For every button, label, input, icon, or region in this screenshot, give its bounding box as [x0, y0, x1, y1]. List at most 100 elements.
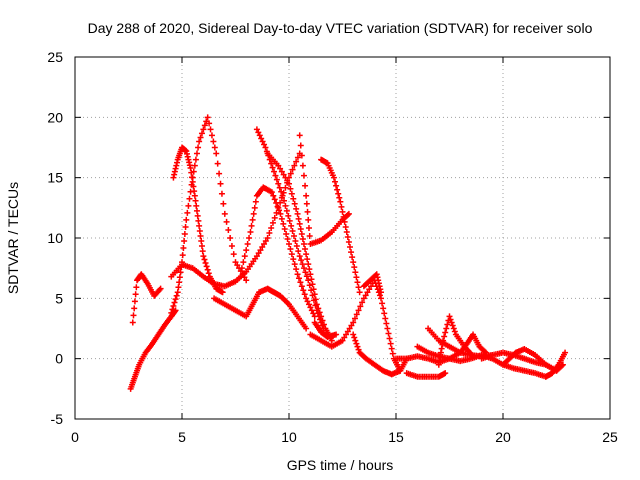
series-track-1 [127, 307, 179, 392]
data-point [268, 160, 275, 167]
data-point [303, 273, 310, 280]
data-point [357, 303, 364, 310]
data-point [297, 142, 304, 149]
data-point [293, 243, 300, 250]
x-tick-label: 25 [602, 429, 618, 445]
data-point [339, 208, 346, 215]
data-point [220, 200, 227, 207]
data-point [257, 247, 264, 254]
data-point [266, 229, 273, 236]
data-point [189, 174, 196, 181]
data-point [356, 289, 363, 296]
data-point [383, 320, 390, 327]
data-point [285, 212, 292, 219]
data-point [448, 319, 455, 326]
data-point [197, 232, 204, 239]
data-point [319, 317, 326, 324]
data-point [269, 219, 276, 226]
data-point [248, 222, 255, 229]
series-track-14 [350, 331, 410, 378]
data-point [213, 150, 220, 157]
data-point [246, 235, 253, 241]
data-point [280, 171, 287, 178]
data-point [208, 132, 215, 139]
data-point [354, 279, 361, 286]
data-point [186, 195, 193, 202]
data-point [349, 254, 356, 261]
data-point [353, 340, 360, 347]
data-point [451, 328, 458, 335]
data-point [341, 218, 348, 225]
data-point [300, 287, 307, 294]
data-point [243, 247, 250, 254]
data-point [219, 289, 226, 296]
data-point [351, 334, 358, 341]
data-point [350, 319, 357, 326]
data-point [343, 228, 350, 235]
data-point [247, 228, 254, 235]
data-point [298, 257, 305, 264]
data-point [181, 238, 188, 245]
data-point [297, 225, 304, 232]
data-point [273, 176, 280, 183]
data-point [304, 298, 311, 305]
data-point [346, 244, 353, 251]
data-point [179, 252, 186, 259]
data-point [276, 207, 283, 214]
data-point [355, 346, 362, 353]
data-point [171, 299, 178, 306]
data-point [279, 192, 286, 199]
data-point [288, 222, 295, 229]
data-point [339, 337, 346, 344]
data-point [256, 132, 263, 139]
data-point [188, 181, 195, 188]
data-point [298, 283, 305, 290]
data-point [172, 307, 179, 314]
data-point [157, 285, 164, 292]
data-point [344, 233, 351, 240]
data-point [312, 296, 319, 303]
grid [75, 57, 610, 419]
data-point [275, 162, 282, 169]
data-point [176, 274, 183, 281]
data-point [355, 284, 362, 291]
series-track-13 [311, 319, 340, 340]
data-point [284, 177, 291, 184]
data-point [207, 126, 214, 133]
data-point [175, 284, 182, 291]
data-point [184, 209, 191, 216]
data-point [294, 210, 301, 217]
series-track-2 [129, 271, 164, 326]
data-point [201, 256, 208, 263]
series-track-21 [457, 331, 489, 356]
data-point [243, 277, 250, 284]
data-point [350, 331, 357, 338]
data-point [362, 292, 369, 299]
data-point [211, 144, 218, 151]
data-point [303, 295, 310, 302]
data-point [306, 266, 313, 273]
data-point [337, 198, 344, 205]
data-point [223, 218, 230, 225]
data-point [297, 279, 304, 286]
data-point [169, 306, 176, 313]
data-point [305, 301, 312, 308]
data-point [255, 129, 262, 136]
data-point [270, 192, 277, 199]
data-point [562, 349, 569, 356]
data-point [268, 224, 275, 231]
data-point [446, 313, 453, 320]
data-point [214, 160, 221, 167]
data-point [173, 292, 180, 299]
data-point [311, 291, 318, 298]
data-point [300, 265, 307, 272]
data-point [293, 205, 300, 212]
series-track-11 [318, 156, 363, 296]
data-point [378, 295, 385, 302]
data-point [271, 168, 278, 175]
data-point [272, 172, 279, 179]
data-point [206, 120, 213, 127]
data-points [127, 114, 569, 392]
data-point [381, 310, 388, 317]
data-point [172, 296, 179, 303]
